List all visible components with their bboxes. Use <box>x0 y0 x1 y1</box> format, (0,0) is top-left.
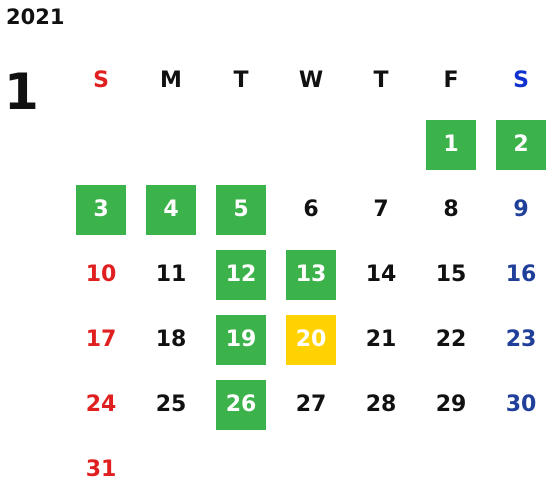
date-cell[interactable]: 17 <box>85 327 117 352</box>
date-cell[interactable]: 22 <box>435 327 467 352</box>
weekday-header: T <box>373 68 389 93</box>
weekday-header: W <box>298 68 324 93</box>
weekday-header: S <box>513 68 529 93</box>
date-cell[interactable]: 7 <box>373 197 389 222</box>
highlighted-date-cell[interactable]: 3 <box>76 185 126 235</box>
date-cell[interactable]: 15 <box>435 262 467 287</box>
date-cell[interactable]: 27 <box>295 392 327 417</box>
highlighted-date-cell[interactable]: 1 <box>426 120 476 170</box>
date-cell[interactable]: 24 <box>85 392 117 417</box>
date-cell[interactable]: 30 <box>505 392 537 417</box>
calendar-grid: 1 2 3 4 5 6 7 8 9 10 11 12 13 14 15 16 17 18 19 20 21 22 23 24 2… <box>66 120 546 500</box>
date-cell[interactable]: 21 <box>365 327 397 352</box>
highlighted-date-cell[interactable]: 20 <box>286 315 336 365</box>
date-cell[interactable]: 29 <box>435 392 467 417</box>
date-cell[interactable]: 23 <box>505 327 537 352</box>
weekday-header: F <box>443 68 459 93</box>
date-cell[interactable]: 16 <box>505 262 537 287</box>
month-label: 1 <box>4 63 39 121</box>
date-cell[interactable]: 25 <box>155 392 187 417</box>
highlighted-date-cell[interactable]: 5 <box>216 185 266 235</box>
weekday-header: M <box>160 68 182 93</box>
date-cell[interactable]: 18 <box>155 327 187 352</box>
date-cell[interactable]: 28 <box>365 392 397 417</box>
highlighted-date-cell[interactable]: 2 <box>496 120 546 170</box>
highlighted-date-cell[interactable]: 19 <box>216 315 266 365</box>
weekday-header: T <box>233 68 249 93</box>
date-cell[interactable]: 11 <box>155 262 187 287</box>
highlighted-date-cell[interactable]: 13 <box>286 250 336 300</box>
year-label: 2021 <box>6 5 65 29</box>
date-cell[interactable]: 9 <box>513 197 529 222</box>
date-cell[interactable]: 31 <box>85 457 117 482</box>
date-cell[interactable]: 10 <box>85 262 117 287</box>
highlighted-date-cell[interactable]: 26 <box>216 380 266 430</box>
date-cell[interactable]: 8 <box>443 197 459 222</box>
date-cell[interactable]: 6 <box>303 197 319 222</box>
highlighted-date-cell[interactable]: 4 <box>146 185 196 235</box>
weekday-header: S <box>93 68 109 93</box>
date-cell[interactable]: 14 <box>365 262 397 287</box>
highlighted-date-cell[interactable]: 12 <box>216 250 266 300</box>
